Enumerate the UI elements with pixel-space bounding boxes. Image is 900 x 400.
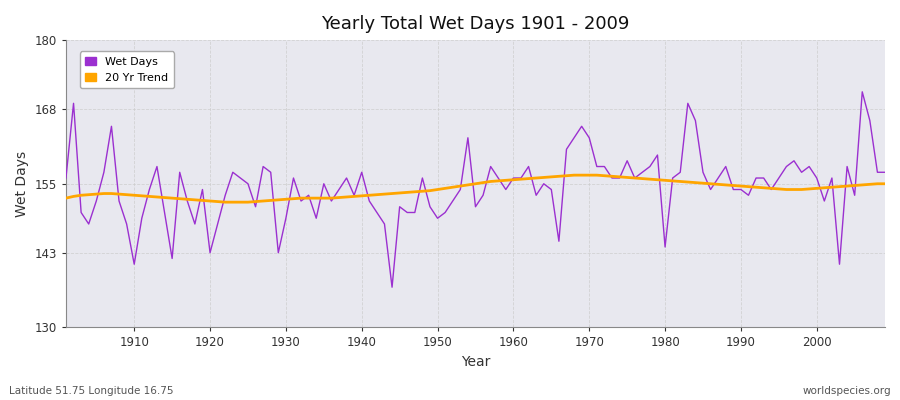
X-axis label: Year: Year [461,355,491,369]
Title: Yearly Total Wet Days 1901 - 2009: Yearly Total Wet Days 1901 - 2009 [321,15,630,33]
Y-axis label: Wet Days: Wet Days [15,151,29,217]
Text: Latitude 51.75 Longitude 16.75: Latitude 51.75 Longitude 16.75 [9,386,174,396]
Legend: Wet Days, 20 Yr Trend: Wet Days, 20 Yr Trend [80,52,174,88]
Text: worldspecies.org: worldspecies.org [803,386,891,396]
